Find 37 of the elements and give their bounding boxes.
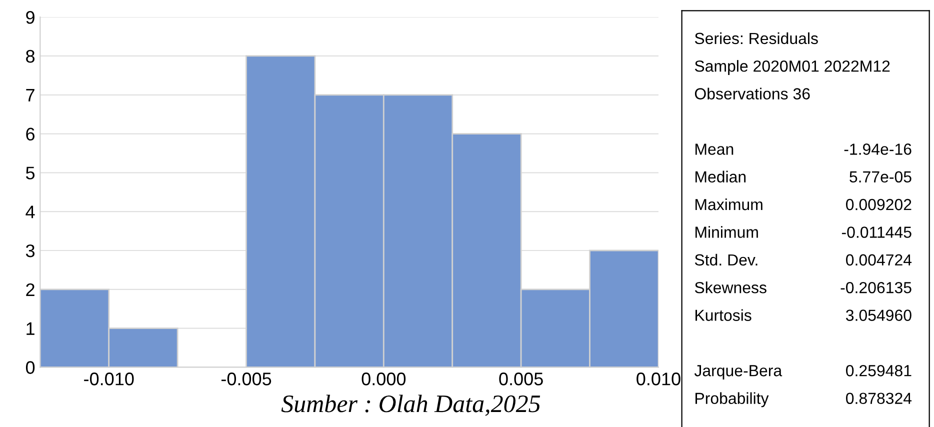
- x-tick-label: 0.005: [499, 372, 543, 386]
- text: Jarque-Bera: [694, 365, 782, 380]
- text: 0.009202: [846, 198, 912, 210]
- text: Skewness: [694, 282, 766, 294]
- text: -0.206135: [840, 282, 912, 294]
- text: Sumber : Olah Data,2025: [281, 394, 540, 416]
- y-tick-label: 4: [26, 206, 35, 218]
- x-tick-label: 0.010: [636, 372, 680, 386]
- y-tick-label: 1: [26, 322, 34, 335]
- text: Mean: [696, 144, 734, 155]
- x-tick-label: 0.000: [362, 372, 406, 386]
- x-tick-label: -0.005: [221, 372, 272, 386]
- text: 5.77e-05: [850, 171, 912, 183]
- text: Median: [696, 170, 746, 183]
- text: 3.054960: [846, 310, 912, 321]
- text: 0.004724: [846, 254, 912, 266]
- text: Sample 2020M01 2022M12: [694, 60, 890, 75]
- y-tick-label: 2: [26, 283, 34, 296]
- text: -0.011445: [842, 226, 912, 238]
- text: Observations 36: [694, 88, 810, 100]
- y-tick-label: 7: [26, 89, 34, 102]
- text: Series: Residuals: [694, 32, 818, 44]
- text: Maximum: [696, 198, 762, 210]
- text: 0.259481: [846, 365, 912, 376]
- y-tick-label: 6: [26, 128, 35, 141]
- y-tick-label: 8: [26, 50, 35, 63]
- y-tick-label: 3: [26, 244, 35, 258]
- text: -1.94e-16: [844, 144, 912, 155]
- y-tick-label: 0: [26, 361, 35, 374]
- text: Minimum: [696, 226, 758, 238]
- text: Kurtosis: [696, 309, 752, 321]
- text: 0.878324: [846, 392, 912, 404]
- text: Probability: [696, 392, 769, 408]
- y-tick-label: 9: [26, 11, 34, 24]
- x-tick-label: -0.010: [84, 372, 134, 386]
- y-tick-label: 5: [26, 166, 35, 180]
- text: Std. Dev.: [694, 254, 758, 266]
